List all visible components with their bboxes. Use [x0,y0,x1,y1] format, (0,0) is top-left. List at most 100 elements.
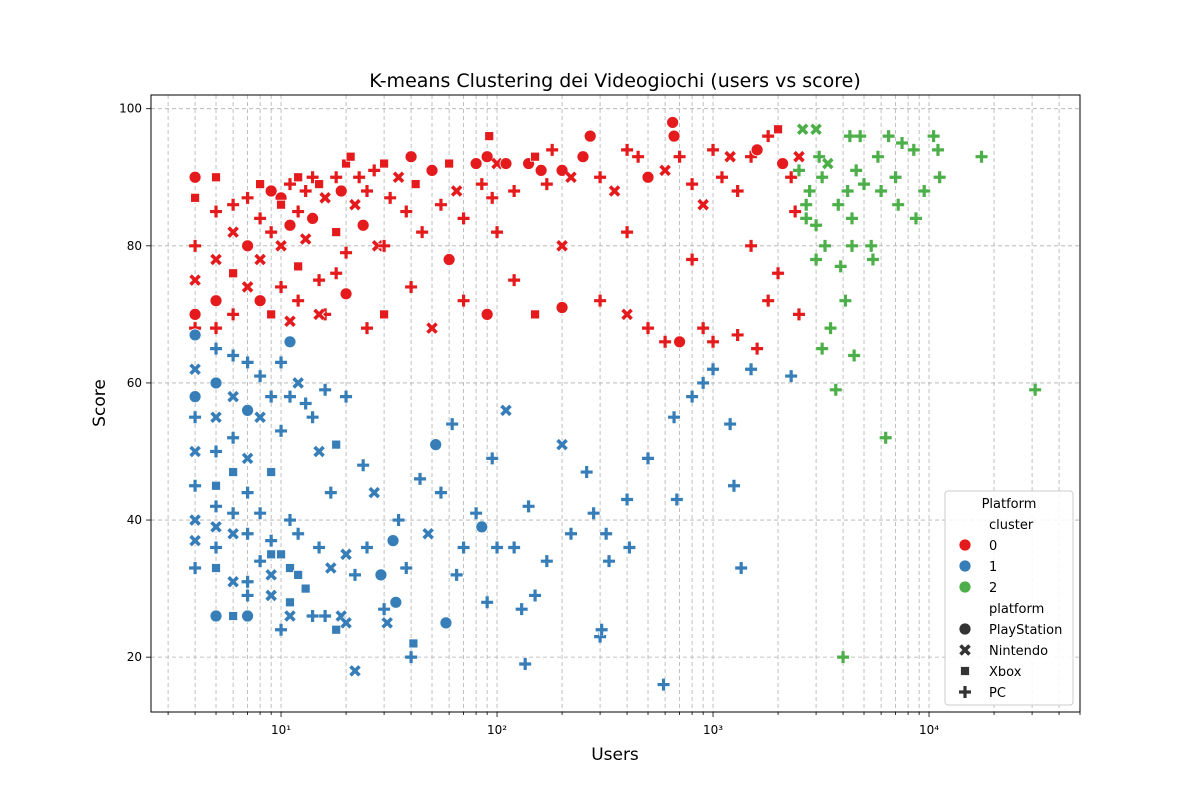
legend-marker-playstation [958,622,972,636]
data-point-cluster-2-pc [810,219,823,232]
data-point-cluster-1-pc [446,418,459,431]
y-tick-label: 100 [119,102,142,116]
data-point-cluster-1-pc [600,527,613,540]
data-point-cluster-0-xbox [211,172,221,183]
y-tick-label: 40 [127,513,142,527]
data-point-cluster-1-nintendo [264,568,278,582]
data-point-cluster-2-pc [1029,383,1042,396]
data-point-cluster-2-pc [931,143,944,156]
data-points [188,116,1042,691]
data-point-cluster-0-nintendo [564,170,578,184]
data-point-cluster-1-pc [686,390,699,403]
data-point-cluster-0-nintendo [608,184,621,198]
data-point-cluster-1-nintendo [188,445,202,458]
data-point-cluster-0-playstation [673,335,686,349]
data-point-cluster-1-xbox [408,638,419,649]
data-point-cluster-1-xbox [285,597,295,608]
x-axis-label: Users [591,745,639,765]
data-point-cluster-0-pc [210,322,223,335]
data-point-cluster-0-pc [697,322,710,335]
data-point-cluster-0-xbox [379,158,389,169]
legend-marker-xbox [960,666,970,676]
data-point-cluster-1-pc [241,527,254,540]
data-point-cluster-1-playstation [188,390,202,404]
data-point-cluster-0-pc [508,184,521,197]
data-point-cluster-2-pc [816,342,829,355]
data-point-cluster-0-pc [772,267,785,280]
data-point-cluster-2-pc [834,260,847,273]
data-point-cluster-2-pc [846,212,859,225]
data-point-cluster-1-nintendo [339,616,353,630]
data-point-cluster-0-nintendo [425,321,439,335]
data-point-cluster-0-pc [632,150,645,163]
data-point-cluster-1-nintendo [339,547,353,561]
data-point-cluster-1-pc [275,623,288,636]
data-point-cluster-1-nintendo [264,589,278,602]
data-point-cluster-0-xbox [293,261,304,272]
data-point-cluster-1-nintendo [499,403,513,417]
data-point-cluster-0-pc [330,267,343,280]
data-point-cluster-2-pc [819,239,832,252]
data-point-cluster-2-pc [918,184,931,197]
data-point-cluster-2-pc [907,143,920,156]
data-point-cluster-1-pc [299,397,312,410]
data-point-cluster-2-pc [865,239,878,252]
data-point-cluster-0-playstation [469,157,483,170]
data-point-cluster-0-xbox [484,131,495,142]
data-point-cluster-1-pc [357,459,370,472]
data-point-cluster-0-pc [751,342,764,355]
data-point-cluster-1-pc [580,466,593,479]
data-point-cluster-0-pc [340,246,353,259]
data-point-cluster-2-pc [866,253,879,266]
data-point-cluster-0-xbox [190,192,200,203]
data-point-cluster-1-playstation [283,335,297,349]
data-point-cluster-1-nintendo [421,527,435,541]
data-point-cluster-1-xbox [211,480,221,491]
data-point-cluster-2-pc [832,198,845,211]
data-point-cluster-0-nintendo [490,157,504,171]
data-point-cluster-0-pc [642,322,655,335]
data-point-cluster-0-nintendo [188,273,202,287]
data-point-cluster-1-nintendo [226,575,240,589]
data-point-cluster-0-pc [265,226,278,239]
data-point-cluster-0-pc [306,171,319,184]
data-point-cluster-0-pc [686,253,699,266]
data-point-cluster-2-pc [975,150,988,163]
data-point-cluster-0-nintendo [450,184,464,198]
data-point-cluster-0-xbox [314,179,324,190]
data-point-cluster-0-playstation [241,239,254,253]
legend-label-nintendo: Nintendo [989,644,1048,659]
data-point-cluster-1-nintendo [324,561,338,575]
data-point-cluster-0-pc [384,191,397,204]
legend: Platform cluster 0 1 2 platform PlayStatio… [944,490,1074,706]
data-point-cluster-0-pc [546,143,559,156]
data-point-cluster-0-pc [368,164,381,177]
legend-label-cluster-1: 1 [989,560,997,575]
data-point-cluster-1-nintendo [253,410,267,424]
legend-marker-nintendo [958,643,972,657]
data-point-cluster-1-pc [491,541,504,554]
data-point-cluster-1-nintendo [367,486,381,500]
data-point-cluster-2-pc [839,294,852,307]
data-point-cluster-0-nintendo [348,198,362,212]
data-point-cluster-0-pc [189,239,202,252]
data-point-cluster-1-pc [450,568,463,581]
data-point-cluster-1-pc [360,541,373,554]
data-point-cluster-2-pc [909,212,922,225]
data-point-cluster-2-pc [871,150,884,163]
data-point-cluster-2-pc [927,130,940,143]
data-point-cluster-0-nintendo [620,307,634,321]
data-point-cluster-1-playstation [209,609,223,623]
data-point-cluster-0-xbox [293,172,304,183]
data-point-cluster-0-xbox [410,179,421,190]
data-point-cluster-1-nintendo [312,445,326,458]
data-point-cluster-0-pc [621,143,634,156]
legend-marker-cluster-1 [958,559,972,573]
data-point-cluster-1-pc [642,452,655,465]
data-point-cluster-0-playstation [750,143,764,157]
data-point-cluster-0-pc [475,178,488,191]
data-point-cluster-1-pc [283,390,296,403]
data-point-cluster-0-nintendo [371,239,385,253]
data-point-cluster-2-pc [824,322,837,335]
